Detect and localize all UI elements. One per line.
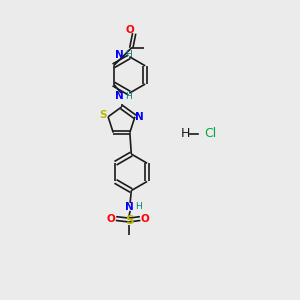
Text: O: O [107, 214, 116, 224]
Text: H: H [125, 50, 132, 59]
Text: S: S [125, 214, 133, 226]
Text: S: S [100, 110, 107, 120]
Text: Cl: Cl [204, 127, 217, 140]
Text: N: N [116, 50, 124, 60]
Text: O: O [140, 214, 149, 224]
Text: N: N [124, 202, 133, 212]
Text: H: H [135, 202, 142, 211]
Text: H: H [125, 92, 132, 101]
Text: O: O [125, 26, 134, 35]
Text: N: N [115, 92, 124, 101]
Text: N: N [135, 112, 144, 122]
Text: H: H [181, 127, 190, 140]
